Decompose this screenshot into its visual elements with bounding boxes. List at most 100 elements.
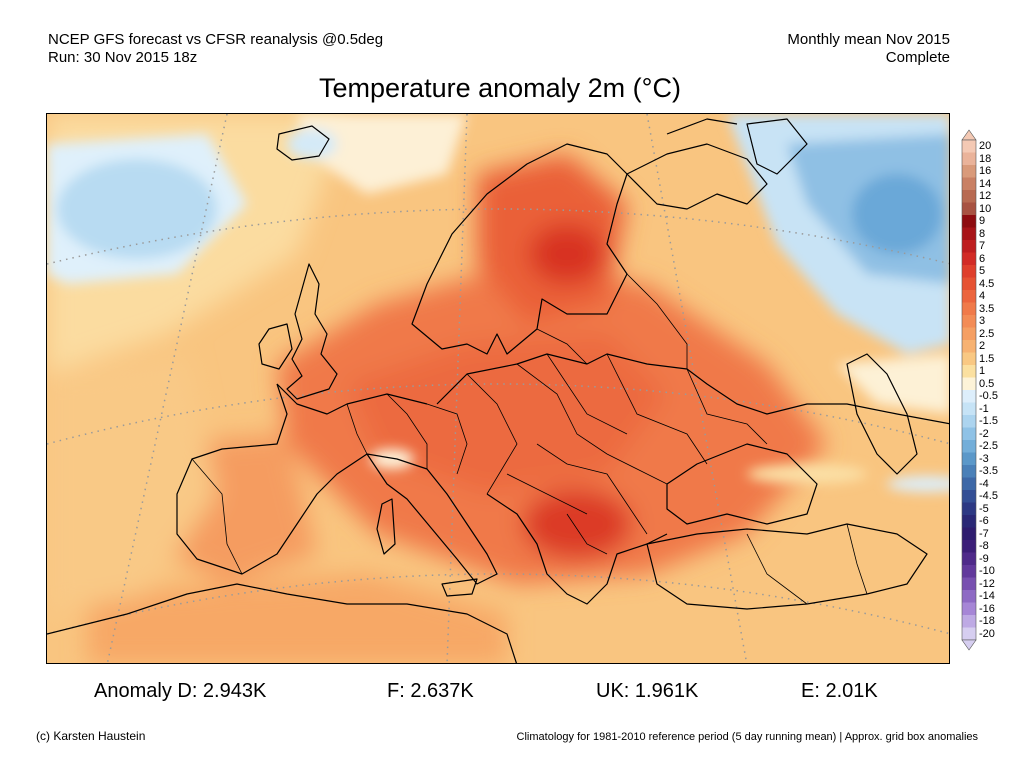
colorbar-label: -8	[979, 540, 989, 553]
colorbar-swatch	[962, 302, 976, 316]
map-title: Temperature anomaly 2m (°C)	[319, 73, 681, 103]
period-label: Monthly mean Nov 2015	[787, 31, 950, 48]
stat-france: F: 2.637K	[387, 680, 474, 702]
climatology-note: Climatology for 1981-2010 reference peri…	[516, 731, 978, 743]
colorbar-label: 18	[979, 152, 992, 165]
graticule	[47, 114, 949, 663]
stat-uk: UK: 1.961K	[596, 680, 699, 702]
colorbar-swatch	[962, 440, 976, 453]
colorbar-swatch	[962, 490, 976, 503]
colorbar-swatch	[962, 277, 976, 291]
country-anomaly-stats: Anomaly D: 2.943K F: 2.637K UK: 1.961K E…	[0, 680, 1024, 708]
colorbar-swatch	[962, 365, 976, 378]
colorbar-label: 14	[979, 177, 992, 190]
colorbar-swatch	[962, 152, 976, 166]
colorbar-label: 5	[979, 265, 986, 278]
colorbar-swatch	[962, 252, 976, 266]
colorbar-swatch	[962, 515, 976, 528]
colorbar-swatch	[962, 465, 976, 478]
colorbar	[961, 129, 977, 651]
run-time: Run: 30 Nov 2015 18z	[48, 49, 198, 66]
colorbar-label: 8	[979, 227, 986, 240]
colorbar-label: -4.5	[979, 490, 998, 503]
colorbar-label: -2.5	[979, 440, 998, 453]
colorbar-label: 3	[979, 315, 986, 328]
country-borders	[191, 273, 868, 605]
colorbar-label: -9	[979, 552, 989, 565]
colorbar-swatch	[962, 502, 976, 516]
colorbar-label: 0.5	[979, 377, 995, 390]
colorbar-label: -3	[979, 452, 989, 465]
colorbar-label: -10	[979, 565, 995, 578]
colorbar-label: -6	[979, 515, 989, 528]
colorbar-label: 16	[979, 165, 992, 178]
colorbar-label: -12	[979, 577, 995, 590]
colorbar-swatch	[962, 265, 976, 278]
colorbar-label: 12	[979, 190, 992, 203]
colorbar-swatch	[962, 415, 976, 428]
colorbar-label: 4.5	[979, 277, 995, 290]
colorbar-label: -1	[979, 402, 989, 415]
colorbar-label: -1.5	[979, 415, 998, 428]
colorbar-swatch	[962, 427, 976, 441]
stat-spain: E: 2.01K	[801, 680, 878, 702]
copyright: (c) Karsten Haustein	[36, 729, 146, 743]
colorbar-swatch	[962, 340, 976, 353]
colorbar-label: 4	[979, 290, 986, 303]
colorbar-swatch	[962, 240, 976, 253]
colorbar-label: 3.5	[979, 302, 995, 315]
colorbar-label: -2	[979, 427, 989, 440]
colorbar-min-arrow	[961, 639, 977, 651]
anomaly-map	[46, 113, 950, 664]
colorbar-swatch	[962, 352, 976, 366]
colorbar-swatches	[961, 129, 977, 651]
colorbar-swatch	[962, 177, 976, 191]
colorbar-label: -7	[979, 527, 989, 540]
colorbar-swatch	[962, 452, 976, 466]
colorbar-swatch	[962, 227, 976, 241]
colorbar-label: -0.5	[979, 390, 998, 403]
colorbar-swatch	[962, 615, 976, 628]
colorbar-label: 2.5	[979, 327, 995, 340]
colorbar-label: 7	[979, 240, 986, 253]
colorbar-label: -20	[979, 627, 995, 640]
header-right: Monthly mean Nov 2015 Complete	[787, 31, 950, 67]
colorbar-swatch	[962, 540, 976, 553]
colorbar-swatch	[962, 215, 976, 228]
colorbar-label: 10	[979, 202, 992, 215]
completeness-label: Complete	[885, 49, 950, 66]
colorbar-swatch	[962, 327, 976, 341]
cold-anomalies	[47, 114, 949, 492]
colorbar-label: -16	[979, 602, 995, 615]
colorbar-label: 6	[979, 252, 986, 265]
colorbar-swatch	[962, 190, 976, 203]
colorbar-swatch	[962, 315, 976, 328]
colorbar-swatch	[962, 377, 976, 391]
header-left: NCEP GFS forecast vs CFSR reanalysis @0.…	[48, 31, 383, 67]
colorbar-swatch	[962, 590, 976, 603]
colorbar-label: 1	[979, 365, 986, 378]
colorbar-swatch	[962, 202, 976, 216]
map-canvas	[47, 114, 949, 663]
colorbar-swatch	[962, 552, 976, 566]
colorbar-swatch	[962, 477, 976, 491]
colorbar-swatch	[962, 627, 976, 641]
model-description: NCEP GFS forecast vs CFSR reanalysis @0.…	[48, 31, 384, 48]
colorbar-swatch	[962, 140, 976, 153]
colorbar-label: -3.5	[979, 465, 998, 478]
colorbar-label: -18	[979, 615, 995, 628]
colorbar-label: 9	[979, 215, 986, 228]
colorbar-label: 1.5	[979, 352, 995, 365]
colorbar-swatch	[962, 565, 976, 578]
colorbar-label: -4	[979, 477, 989, 490]
colorbar-swatch	[962, 602, 976, 616]
stat-germany: Anomaly D: 2.943K	[94, 680, 267, 702]
colorbar-label: -5	[979, 502, 989, 515]
colorbar-swatch	[962, 390, 976, 403]
colorbar-swatch	[962, 527, 976, 541]
anomaly-field	[47, 114, 827, 663]
colorbar-label: 2	[979, 340, 986, 353]
colorbar-swatch	[962, 577, 976, 591]
colorbar-swatch	[962, 165, 976, 178]
colorbar-max-arrow	[961, 129, 977, 141]
